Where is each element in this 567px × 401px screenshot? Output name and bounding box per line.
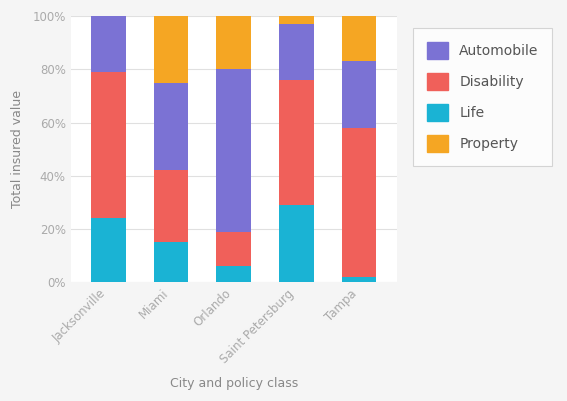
Bar [217,16,251,69]
Bar [342,277,376,282]
Bar [279,80,314,205]
Bar [279,16,314,24]
Bar [342,61,376,128]
Bar [91,72,125,219]
Bar [154,16,188,83]
Bar [279,205,314,282]
Y-axis label: Total insured value: Total insured value [11,90,24,208]
Bar [342,16,376,61]
Bar [154,83,188,170]
Bar [217,69,251,232]
Bar [154,242,188,282]
Bar [279,24,314,80]
Bar [217,232,251,266]
Bar [217,266,251,282]
X-axis label: City and policy class: City and policy class [170,377,298,390]
Legend: Automobile, Disability, Life, Property: Automobile, Disability, Life, Property [413,28,552,166]
Bar [91,219,125,282]
Bar [154,170,188,242]
Bar [342,128,376,277]
Bar [91,16,125,72]
